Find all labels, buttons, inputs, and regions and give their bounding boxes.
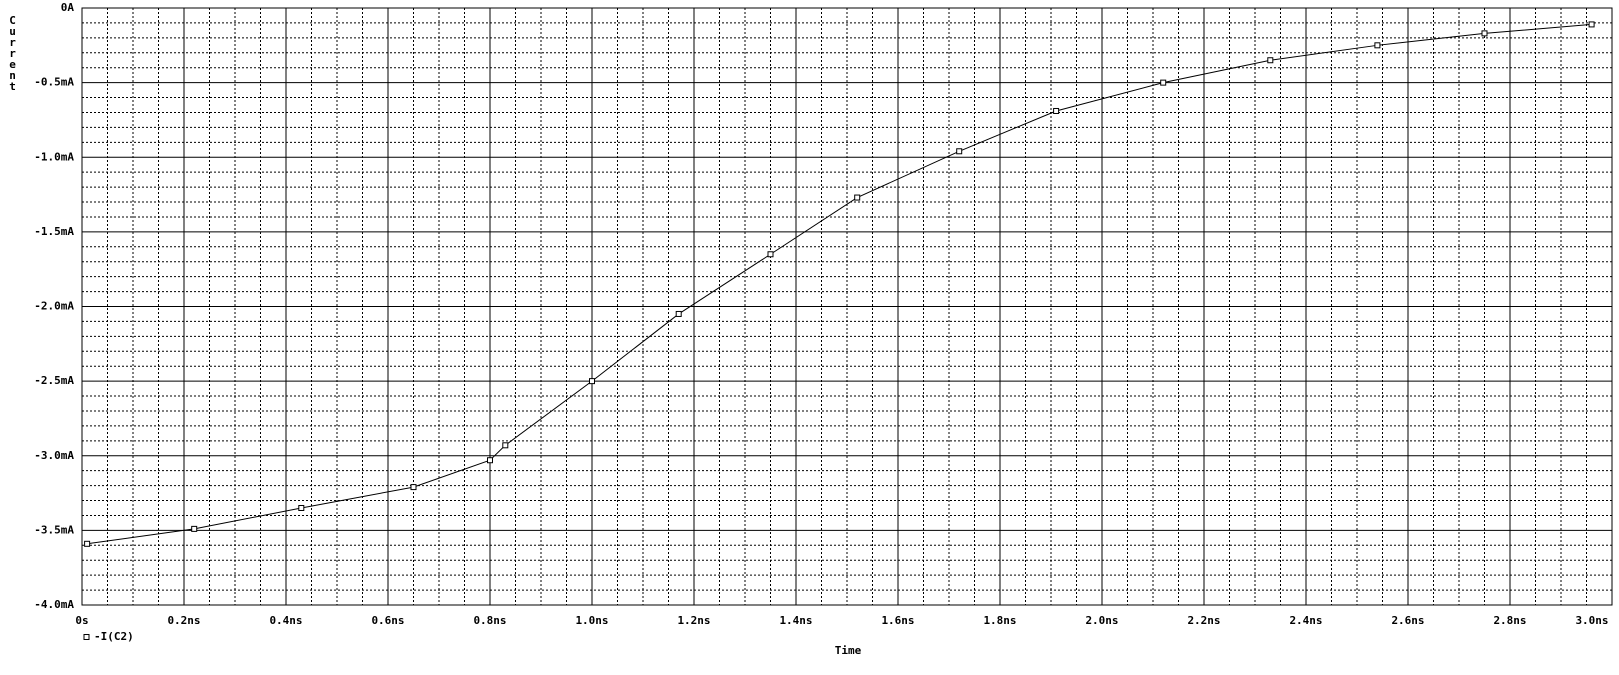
point-marker	[675, 310, 682, 317]
x-tick-label: 1.0ns	[575, 614, 608, 627]
y-tick-label: -0.5mA	[34, 76, 74, 89]
x-tick-label: 2.2ns	[1187, 614, 1220, 627]
point-marker	[502, 442, 509, 449]
point-marker	[410, 484, 417, 491]
point-marker	[854, 194, 861, 201]
x-tick-label: 0.8ns	[473, 614, 506, 627]
y-tick-label: -2.0mA	[34, 300, 74, 313]
x-tick-label: 2.8ns	[1493, 614, 1526, 627]
y-axis-label: Current	[6, 14, 19, 91]
point-marker	[1374, 42, 1381, 49]
x-tick-label: 2.6ns	[1391, 614, 1424, 627]
series-line	[87, 23, 1592, 545]
point-marker	[298, 504, 305, 511]
point-marker	[1588, 21, 1595, 28]
x-tick-label: 1.8ns	[983, 614, 1016, 627]
point-marker	[1160, 79, 1167, 86]
x-axis-label: Time	[835, 644, 862, 657]
point-marker	[1481, 30, 1488, 37]
x-tick-label: 2.4ns	[1289, 614, 1322, 627]
x-tick-label: 0.4ns	[269, 614, 302, 627]
point-marker	[191, 525, 198, 532]
x-tick-label: 0.6ns	[371, 614, 404, 627]
y-tick-label: -3.5mA	[34, 523, 74, 536]
point-marker	[84, 540, 91, 547]
x-tick-label: 1.4ns	[779, 614, 812, 627]
x-tick-label: 3.0ns	[1575, 614, 1608, 627]
legend-label: -I(C2)	[94, 630, 134, 643]
point-marker	[487, 457, 493, 464]
x-tick-label: 1.2ns	[677, 614, 710, 627]
x-tick-label: 0.2ns	[167, 614, 200, 627]
point-marker	[956, 148, 963, 155]
point-marker	[589, 378, 595, 385]
plot-frame	[81, 7, 1613, 606]
point-marker	[1267, 57, 1274, 64]
y-tick-label: -1.0mA	[34, 150, 74, 163]
y-tick-label: -3.0mA	[34, 449, 74, 462]
y-tick-label: 0A	[61, 1, 75, 14]
point-marker	[1053, 107, 1060, 114]
x-tick-label: 2.0ns	[1085, 614, 1118, 627]
y-tick-label: -1.5mA	[34, 225, 74, 238]
y-tick-label: -4.0mA	[34, 598, 74, 611]
legend-marker	[83, 634, 90, 640]
x-tick-label: 0s	[75, 614, 88, 627]
y-tick-label: -2.5mA	[34, 374, 74, 387]
x-tick-label: 1.6ns	[881, 614, 914, 627]
point-marker	[767, 251, 774, 258]
